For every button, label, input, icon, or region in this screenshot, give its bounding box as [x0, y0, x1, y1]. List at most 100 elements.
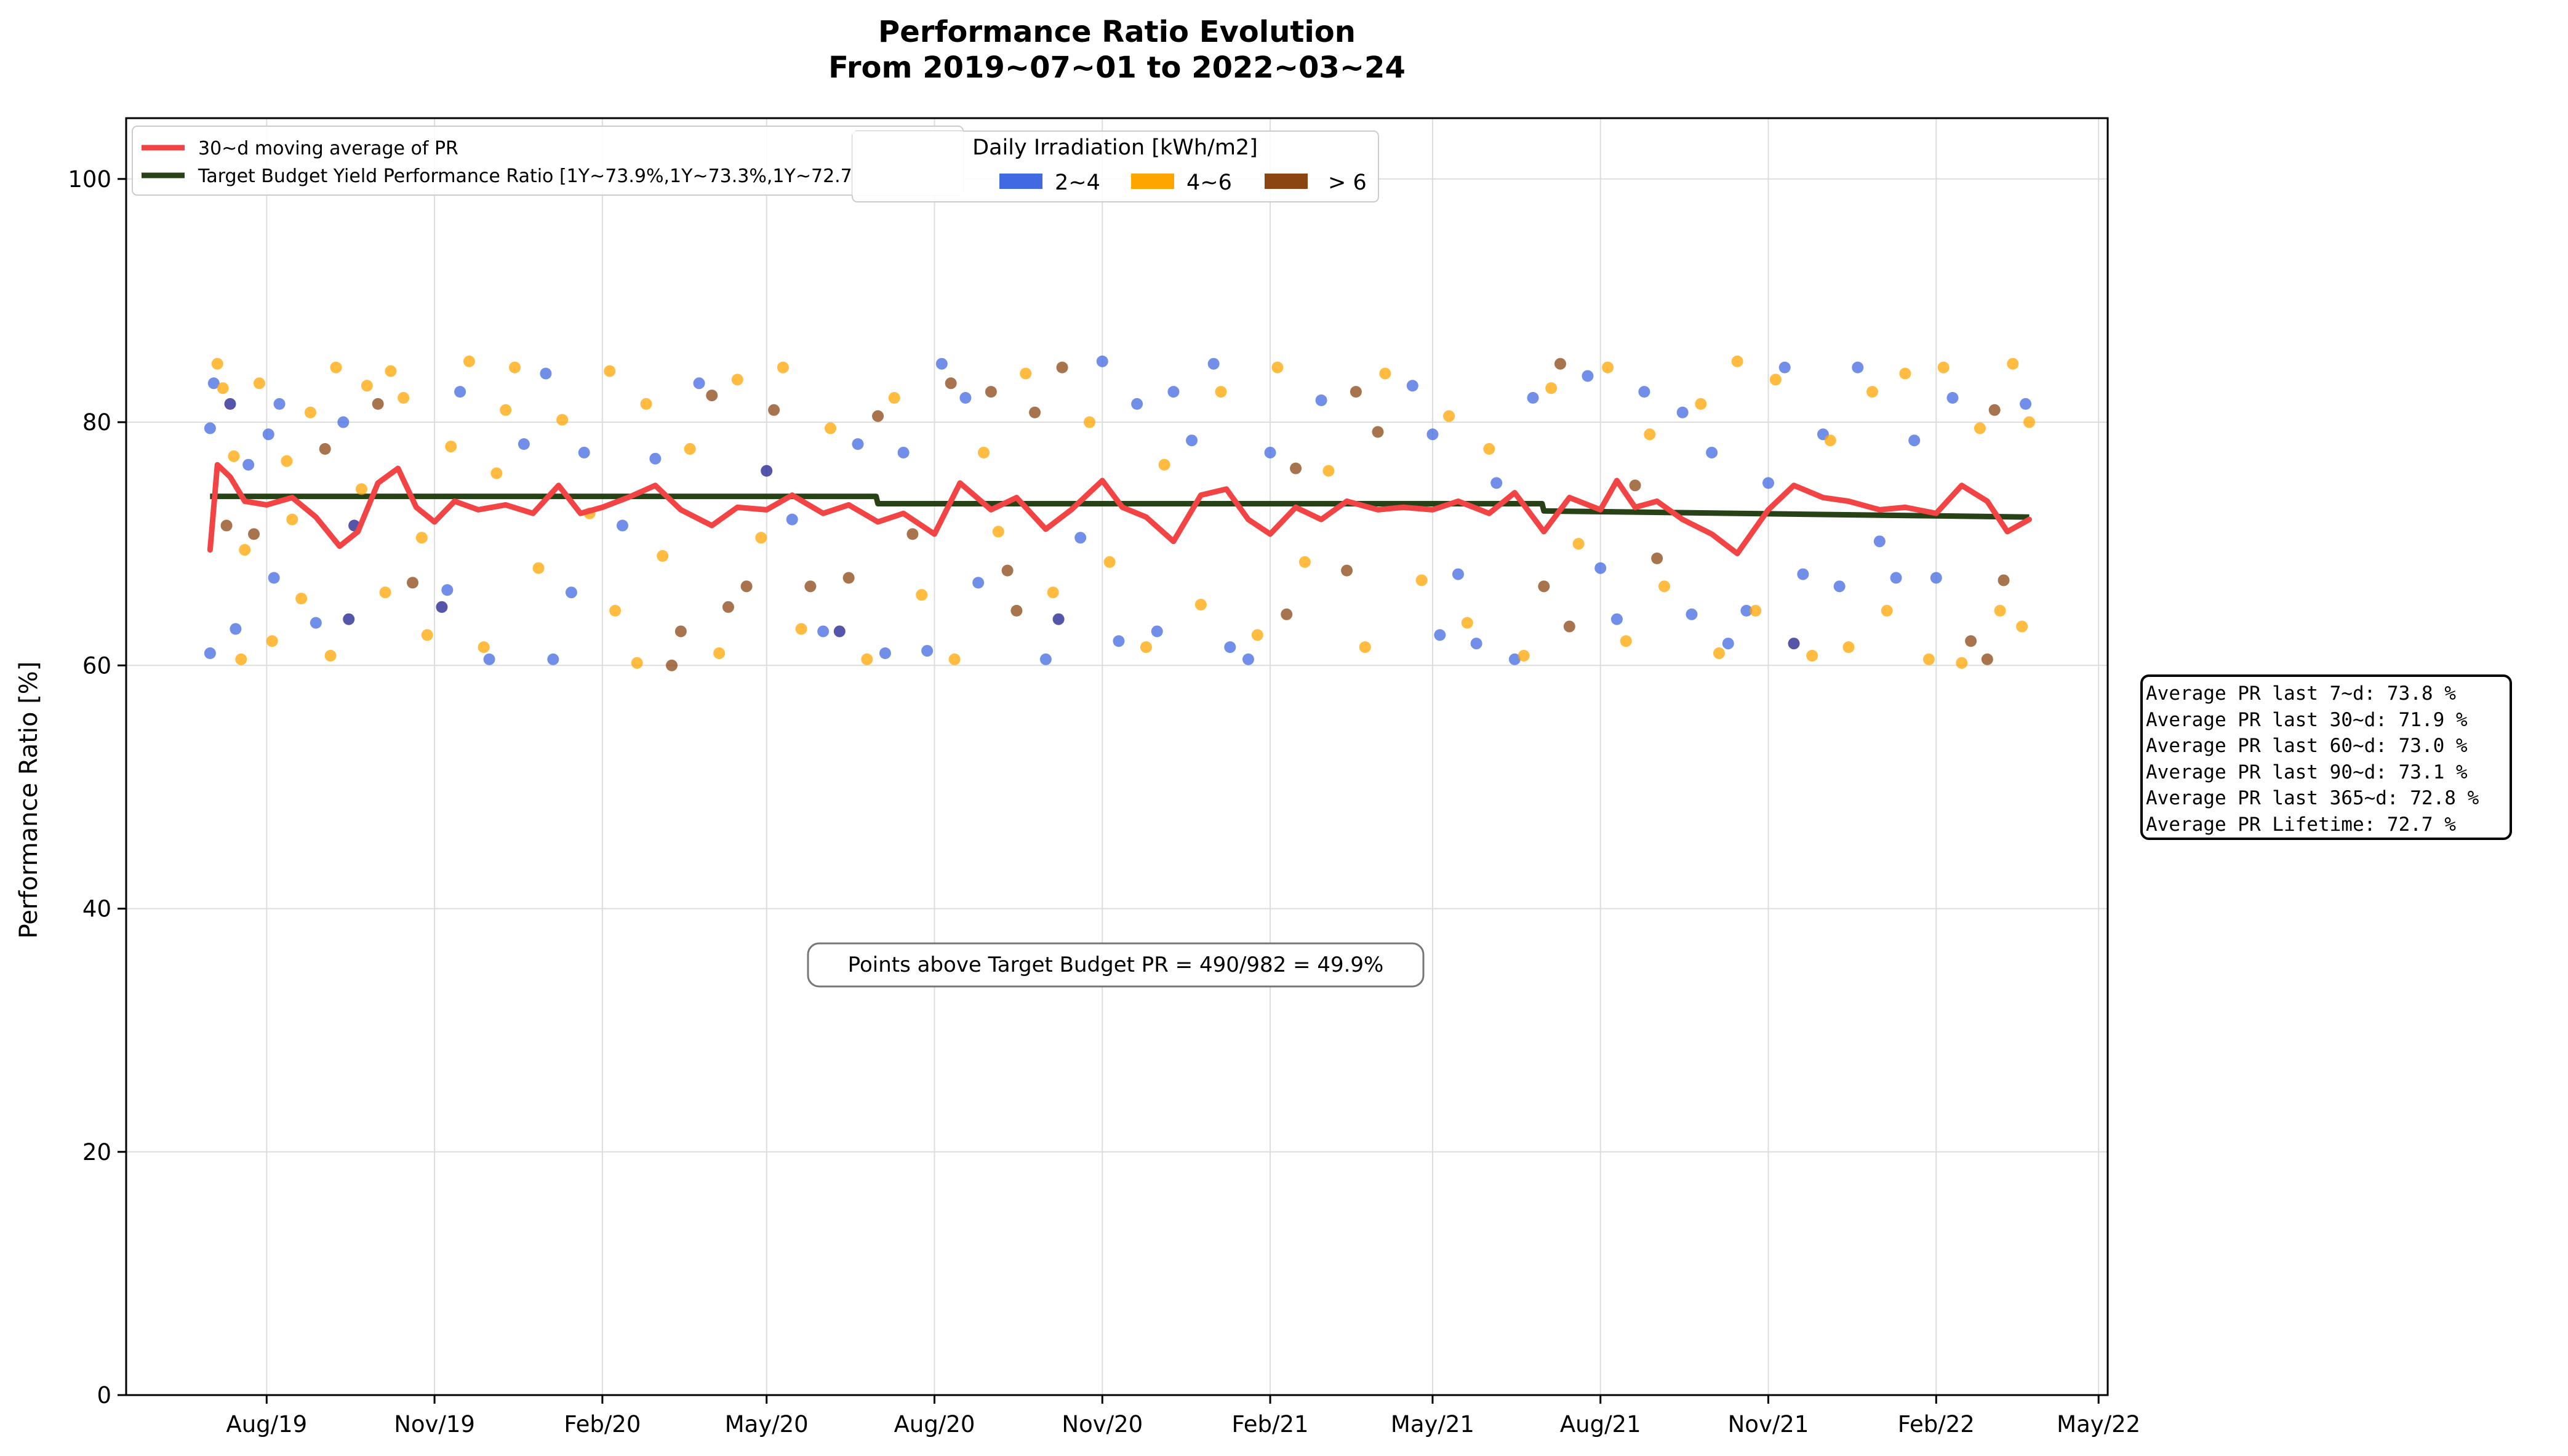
pr-point	[1988, 404, 2001, 416]
pr-point	[1483, 443, 1495, 455]
pr-point	[304, 406, 316, 418]
pr-point	[518, 438, 530, 450]
pr-point	[398, 392, 410, 404]
pr-point	[861, 653, 873, 665]
x-tick-label-7: May/21	[1391, 1411, 1474, 1438]
pr-point	[1001, 564, 1014, 577]
stats-box: Average PR last 7~d: 73.8 % Average PR l…	[2140, 674, 2512, 840]
pr-point	[483, 653, 495, 665]
pr-point	[372, 398, 384, 410]
x-tick-label-0: Aug/19	[226, 1411, 307, 1438]
pr-point	[1224, 641, 1236, 654]
pr-point	[343, 613, 355, 625]
pr-point	[1215, 386, 1227, 398]
pr-point	[1930, 572, 1942, 584]
irradiation-legend-title: Daily Irradiation [kWh/m2]	[972, 135, 1258, 160]
legend-irr-2-4-label: 2~4	[1055, 170, 1100, 195]
pr-point	[1788, 638, 1800, 650]
stats-line-365d: Average PR last 365~d: 72.8 %	[2146, 787, 2479, 809]
stats-line-7d: Average PR last 7~d: 73.8 %	[2146, 682, 2456, 705]
pr-point	[1582, 370, 1594, 382]
pr-point	[1281, 608, 1293, 620]
stats-line-90d: Average PR last 90~d: 73.1 %	[2146, 761, 2468, 783]
pr-point	[1722, 638, 1734, 650]
pr-point	[921, 645, 934, 657]
pr-point	[463, 355, 475, 367]
stats-line-lifetime: Average PR Lifetime: 72.7 %	[2146, 814, 2456, 836]
pr-point	[1965, 635, 1977, 647]
pr-point	[319, 443, 331, 455]
pr-point	[1695, 398, 1707, 410]
pr-point	[454, 386, 466, 398]
pr-point	[972, 577, 985, 589]
pr-point	[1629, 479, 1641, 492]
pr-point	[224, 398, 236, 410]
pr-point	[556, 414, 569, 426]
pr-point	[385, 365, 397, 377]
legend-irr-gt6-swatch	[1265, 174, 1308, 189]
legend-irr-4-6-swatch	[1131, 174, 1174, 189]
pr-point	[1047, 586, 1059, 599]
pr-point	[897, 446, 910, 458]
pr-point	[740, 580, 753, 593]
pr-point	[1158, 458, 1170, 471]
pr-point	[1994, 604, 2006, 617]
pr-point	[824, 422, 836, 434]
pr-point	[242, 458, 255, 471]
pr-point	[230, 623, 242, 635]
grid-lines	[126, 118, 2108, 1396]
y-tick-label-80: 80	[82, 409, 111, 436]
pr-point	[1937, 361, 1950, 374]
pr-point	[1797, 568, 1809, 580]
pr-point	[2020, 398, 2032, 410]
pr-point	[1538, 580, 1550, 593]
pr-point	[631, 657, 643, 669]
pr-point	[2016, 620, 2028, 633]
pr-point	[1527, 392, 1539, 404]
pr-point	[1922, 653, 1935, 665]
pr-point	[1594, 562, 1607, 574]
pr-point	[959, 392, 972, 404]
pr-point	[1461, 617, 1473, 629]
pr-point	[1167, 386, 1180, 398]
pr-point	[768, 404, 780, 416]
pr-point	[253, 377, 265, 390]
pr-point	[1644, 428, 1656, 441]
pr-point	[478, 641, 490, 654]
legend-irr-4-6-label: 4~6	[1186, 170, 1232, 195]
pr-point	[445, 441, 457, 453]
annotation-frame	[807, 942, 1425, 988]
pr-point	[1251, 629, 1263, 641]
pr-point	[992, 526, 1004, 538]
pr-point	[1207, 358, 1220, 370]
y-tick-label-0: 0	[97, 1382, 111, 1409]
pr-point	[1242, 653, 1254, 665]
pr-point	[361, 380, 373, 392]
pr-point	[604, 365, 616, 377]
pr-point	[273, 398, 286, 410]
pr-point	[666, 659, 678, 671]
pr-point	[888, 392, 900, 404]
pr-point	[1899, 367, 1911, 380]
y-axis-label: Performance Ratio [%]	[15, 662, 43, 939]
pr-point	[1833, 580, 1846, 593]
pr-point	[1426, 428, 1439, 441]
pr-point	[266, 635, 278, 647]
y-tick-label-20: 20	[82, 1139, 111, 1166]
pr-point	[578, 446, 590, 458]
pr-point	[2007, 358, 2019, 370]
pr-point	[1298, 556, 1311, 568]
pr-point	[916, 589, 928, 601]
daily-pr-points	[204, 355, 2036, 671]
pr-point	[657, 550, 669, 562]
pr-point	[421, 629, 433, 641]
pr-point	[948, 653, 961, 665]
pr-point	[879, 647, 891, 660]
pr-point	[1010, 604, 1023, 617]
pr-point	[609, 604, 622, 617]
pr-point	[1186, 434, 1198, 447]
pr-point	[248, 528, 260, 540]
pr-point	[2023, 416, 2036, 428]
pr-point	[1084, 416, 1096, 428]
